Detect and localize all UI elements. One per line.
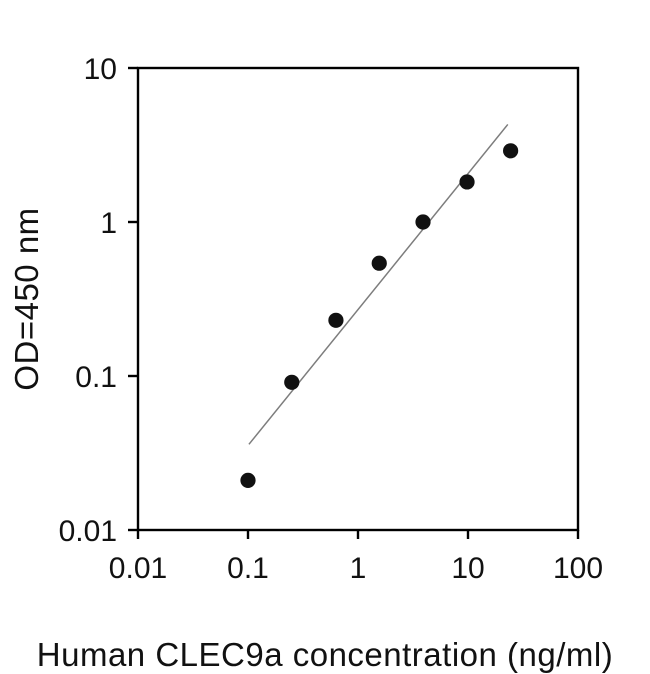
x-tick-label: 0.1 (227, 552, 269, 585)
y-tick-label: 0.1 (75, 361, 117, 394)
data-point (284, 374, 300, 390)
x-tick-label: 10 (451, 552, 484, 585)
x-tick-label: 100 (553, 552, 603, 585)
regression-line (248, 123, 509, 445)
data-point (328, 312, 344, 328)
data-point (371, 255, 387, 271)
plot-frame (136, 66, 580, 532)
data-point (415, 214, 431, 230)
x-tick-label: 0.01 (109, 552, 167, 585)
data-point (459, 174, 475, 190)
data-point (240, 472, 256, 488)
data-point (503, 143, 519, 159)
y-tick-label: 0.01 (59, 515, 117, 548)
y-tick-label: 10 (84, 53, 117, 86)
x-axis-title: Human CLEC9a concentration (ng/ml) (36, 636, 614, 673)
y-tick-label: 1 (100, 207, 117, 240)
x-tick-label: 1 (350, 552, 367, 585)
y-axis-title: OD=450 nm (8, 207, 45, 391)
